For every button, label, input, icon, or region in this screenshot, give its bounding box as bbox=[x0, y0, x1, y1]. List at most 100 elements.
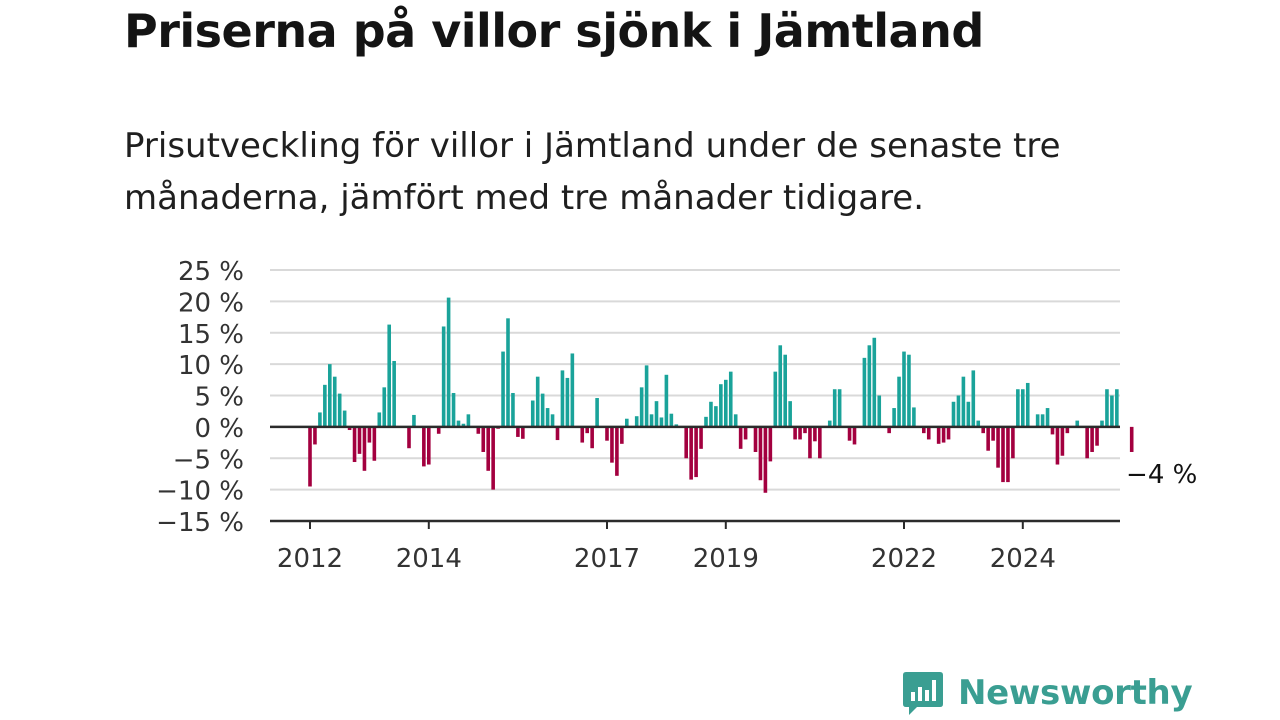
bar bbox=[451, 392, 456, 427]
bar bbox=[813, 426, 817, 442]
bar bbox=[595, 398, 599, 427]
bar bbox=[323, 384, 327, 427]
bar bbox=[1095, 426, 1099, 446]
bar bbox=[318, 412, 322, 427]
x-axis: 2012 2014 2017 2019 2022 2024 bbox=[270, 519, 1120, 574]
bar bbox=[922, 426, 926, 434]
bar bbox=[565, 377, 570, 427]
y-tick-label: 15 % bbox=[178, 320, 244, 350]
bar bbox=[610, 426, 614, 463]
x-tick-label: 2024 bbox=[990, 544, 1056, 574]
y-tick-label: 0 % bbox=[194, 414, 244, 444]
bar bbox=[788, 401, 792, 427]
bar bbox=[837, 389, 842, 427]
bar bbox=[446, 297, 451, 427]
bar bbox=[639, 387, 644, 427]
gridlines bbox=[270, 269, 1120, 522]
bar bbox=[357, 426, 362, 454]
bar bbox=[926, 426, 931, 440]
bar bbox=[946, 426, 951, 440]
bar bbox=[555, 426, 560, 441]
y-tick-label: −10 % bbox=[156, 477, 244, 507]
bar bbox=[758, 426, 763, 481]
chart-subtitle: Prisutveckling för villor i Jämtland und… bbox=[124, 126, 1061, 218]
bar bbox=[427, 426, 431, 465]
bar bbox=[1085, 426, 1089, 459]
bar bbox=[862, 357, 867, 427]
bar bbox=[709, 401, 713, 427]
y-tick-label: 25 % bbox=[178, 257, 244, 287]
last-value-label: −4 % bbox=[1126, 460, 1197, 490]
bar bbox=[392, 360, 396, 427]
x-tick-label: 2019 bbox=[693, 544, 759, 574]
bar bbox=[337, 393, 342, 427]
bar bbox=[560, 370, 565, 427]
bar bbox=[649, 414, 654, 427]
bar bbox=[719, 384, 723, 427]
y-tick-label: 5 % bbox=[194, 383, 244, 413]
bar bbox=[738, 426, 743, 449]
bar bbox=[347, 426, 352, 431]
bar bbox=[1129, 426, 1134, 452]
bar bbox=[620, 426, 624, 444]
bar bbox=[897, 376, 901, 427]
bar bbox=[491, 426, 495, 490]
bar bbox=[956, 395, 961, 427]
bar bbox=[847, 426, 852, 441]
bar bbox=[902, 351, 906, 427]
bar bbox=[476, 426, 481, 434]
bar bbox=[783, 354, 787, 427]
bar bbox=[328, 364, 332, 427]
bar bbox=[1011, 426, 1015, 459]
bar bbox=[308, 426, 312, 487]
bar bbox=[580, 426, 585, 443]
bar bbox=[367, 426, 372, 443]
chart-title: Priserna på villor sjönk i Jämtland bbox=[124, 4, 984, 58]
bar bbox=[1006, 426, 1010, 483]
y-tick-label: −15 % bbox=[156, 508, 244, 538]
bar bbox=[728, 371, 733, 427]
bar bbox=[1016, 389, 1020, 427]
bar bbox=[773, 371, 778, 427]
bar bbox=[407, 426, 411, 449]
bar bbox=[313, 426, 317, 445]
bar bbox=[550, 414, 555, 427]
bar bbox=[1110, 395, 1114, 427]
bar bbox=[872, 337, 877, 427]
bar bbox=[615, 426, 619, 476]
bar bbox=[877, 395, 882, 427]
bar bbox=[1090, 426, 1094, 452]
bar bbox=[1021, 389, 1025, 427]
y-axis: −15 %−10 %−5 %0 %5 %10 %15 %20 %25 % bbox=[156, 257, 244, 538]
bar bbox=[387, 324, 391, 427]
bar bbox=[976, 420, 981, 427]
bar bbox=[818, 426, 822, 459]
bar bbox=[907, 354, 911, 427]
bar bbox=[912, 407, 916, 427]
brand: Newsworthy bbox=[902, 670, 1193, 716]
bar bbox=[724, 379, 728, 427]
bars bbox=[308, 297, 1134, 493]
annotation: −4 % bbox=[1122, 454, 1201, 490]
bar bbox=[936, 426, 941, 444]
bar bbox=[808, 426, 812, 459]
bar bbox=[832, 389, 837, 427]
bar bbox=[456, 420, 461, 427]
bar bbox=[585, 426, 589, 434]
bar bbox=[1055, 426, 1060, 465]
bar bbox=[1065, 426, 1070, 434]
bar bbox=[511, 392, 515, 427]
bar bbox=[699, 426, 703, 449]
bar bbox=[981, 426, 985, 434]
bar bbox=[892, 408, 896, 427]
bar bbox=[535, 376, 540, 427]
bar bbox=[971, 370, 976, 427]
bar bbox=[540, 393, 545, 427]
bar-chart: −15 %−10 %−5 %0 %5 %10 %15 %20 %25 % 201… bbox=[156, 257, 1201, 574]
bar bbox=[1105, 389, 1109, 427]
bar bbox=[382, 387, 387, 427]
bar bbox=[1100, 420, 1104, 427]
bar bbox=[684, 426, 688, 459]
bar bbox=[763, 426, 768, 493]
bar bbox=[372, 426, 377, 461]
